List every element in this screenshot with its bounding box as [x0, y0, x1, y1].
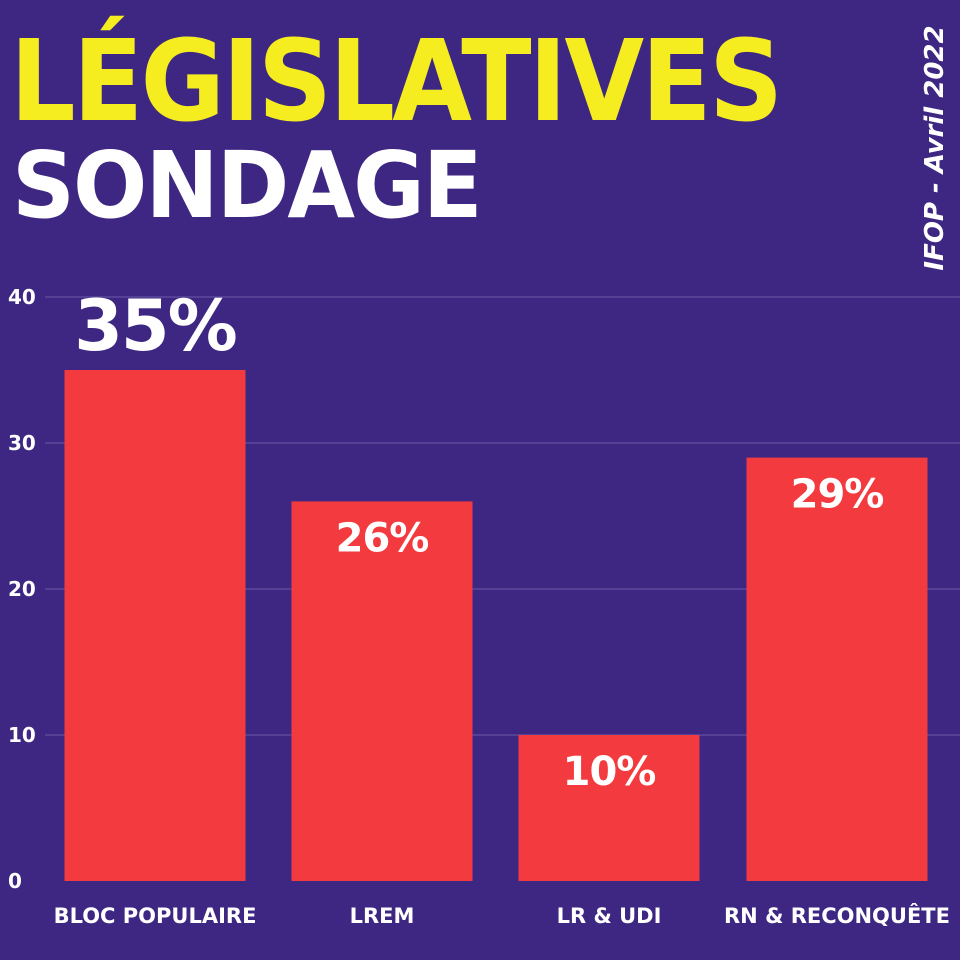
chart-subtitle: SONDAGE [12, 132, 483, 239]
bar [518, 735, 700, 881]
y-tick-label: 0 [8, 869, 22, 893]
bar [746, 457, 928, 881]
category-label: LR & UDI [557, 904, 662, 928]
bar [291, 501, 473, 881]
chart-title: LÉGISLATIVES [10, 17, 783, 147]
bar [64, 370, 246, 881]
y-tick-label: 10 [8, 723, 36, 747]
data-label: 10% [563, 749, 656, 795]
y-tick-label: 30 [8, 431, 36, 455]
category-label: LREM [350, 904, 415, 928]
category-label: BLOC POPULAIRE [54, 904, 257, 928]
data-label: 26% [336, 515, 429, 561]
data-label: 29% [791, 472, 884, 518]
y-tick-label: 20 [8, 577, 36, 601]
y-tick-label: 40 [8, 285, 36, 309]
category-label: RN & RECONQUÊTE [724, 903, 950, 928]
data-label: 35% [74, 285, 236, 367]
